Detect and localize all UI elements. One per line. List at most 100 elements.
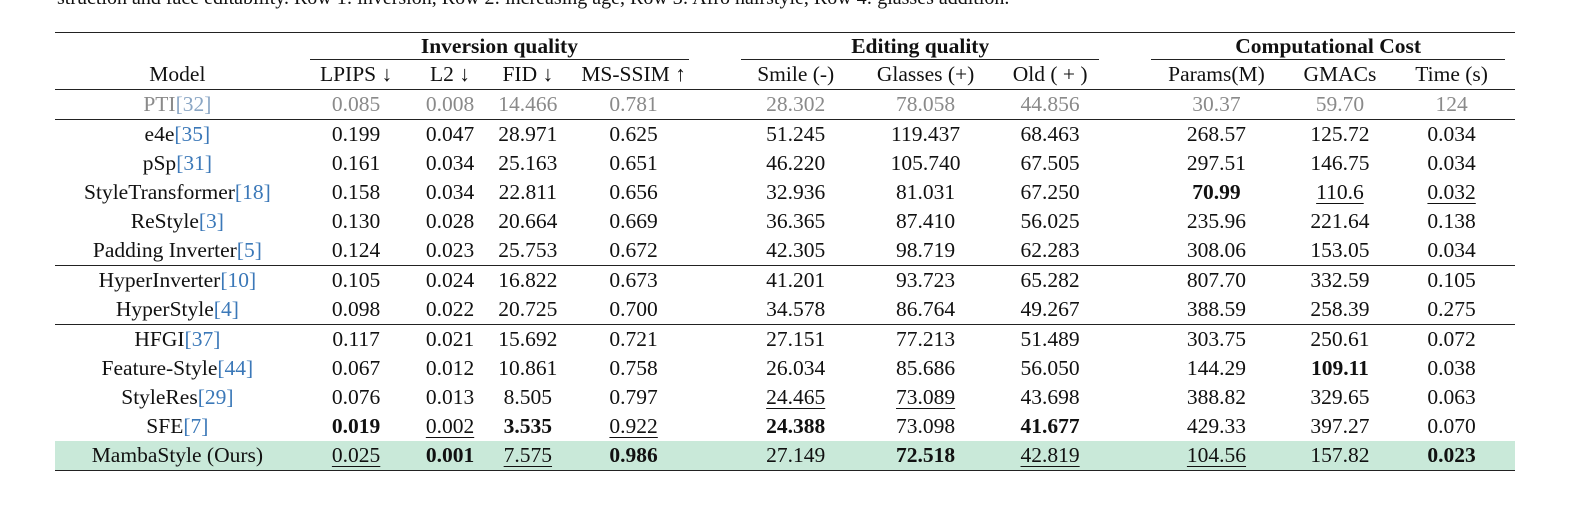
metric-value: 32.936	[766, 180, 826, 204]
metric-value: 14.466	[498, 92, 558, 116]
metric-value: 0.024	[425, 268, 475, 292]
model-name: StyleRes	[121, 385, 198, 409]
col-smile: Smile (-)	[731, 60, 861, 90]
value-cell: 0.085	[299, 89, 413, 120]
value-cell: 807.70	[1141, 265, 1292, 295]
metric-value: 119.437	[891, 122, 961, 146]
value-cell: 25.163	[488, 149, 569, 178]
value-cell: 0.025	[299, 441, 413, 471]
metric-value: 0.700	[609, 297, 658, 321]
value-cell: 0.038	[1388, 354, 1515, 383]
col-time: Time (s)	[1388, 60, 1515, 90]
metric-value: 0.002	[425, 414, 475, 438]
metric-value: 0.656	[609, 180, 658, 204]
metric-value: 388.59	[1186, 297, 1247, 321]
metric-value: 16.822	[498, 268, 558, 292]
citation-link[interactable]: [32]	[175, 92, 212, 116]
value-cell: 68.463	[991, 119, 1110, 149]
citation-link[interactable]: [35]	[174, 122, 211, 146]
value-cell: 0.781	[568, 89, 700, 120]
metric-value: 0.673	[609, 268, 658, 292]
table-row: HyperStyle[4] 0.098 0.022 20.725 0.700 34.578…	[55, 295, 1515, 325]
value-cell: 16.822	[487, 265, 569, 295]
value-cell: 388.82	[1141, 383, 1291, 412]
citation-link[interactable]: [44]	[217, 356, 254, 380]
model-name-cell: HFGI[37]	[55, 324, 300, 354]
citation-link[interactable]: [7]	[183, 414, 209, 438]
metric-value: 36.365	[766, 209, 826, 233]
value-cell: 0.002	[412, 412, 487, 441]
metric-value: 67.505	[1020, 151, 1080, 175]
metric-value: 388.82	[1186, 385, 1247, 409]
metric-value: 0.076	[331, 385, 381, 409]
model-name: HyperInverter	[98, 268, 221, 292]
model-name-cell: HyperInverter[10]	[55, 265, 300, 295]
metric-value: 44.856	[1020, 92, 1080, 116]
value-cell: 93.723	[860, 265, 992, 295]
citation-link[interactable]: [10]	[220, 268, 257, 292]
value-cell: 0.721	[568, 324, 700, 354]
metric-value: 10.861	[498, 356, 558, 380]
citation-link[interactable]: [18]	[234, 180, 271, 204]
table-row: StyleRes[29] 0.076 0.013 8.505 0.797 24.465 73…	[55, 383, 1515, 412]
metric-value: 0.032	[1427, 180, 1476, 204]
value-cell: 0.034	[412, 149, 487, 178]
group-editing-quality: Editing quality	[741, 34, 1100, 60]
value-cell: 77.213	[860, 324, 992, 354]
group-computational-cost: Computational Cost	[1151, 34, 1505, 60]
value-cell: 67.505	[991, 149, 1109, 178]
citation-link[interactable]: [3]	[198, 209, 224, 233]
metric-value: 42.305	[766, 238, 826, 262]
value-cell: 297.51	[1141, 149, 1291, 178]
metric-value: 0.034	[1427, 122, 1476, 146]
table-row: e4e[35] 0.199 0.047 28.971 0.625 51.245 119.43…	[55, 119, 1515, 149]
value-cell: 51.245	[731, 119, 861, 149]
value-cell: 0.758	[568, 354, 699, 383]
value-cell: 124	[1388, 89, 1515, 120]
metric-value: 3.535	[503, 414, 553, 438]
value-cell: 110.6	[1292, 178, 1389, 207]
metric-value: 27.151	[766, 327, 826, 351]
value-cell: 28.302	[731, 89, 861, 120]
metric-value: 0.158	[331, 180, 381, 204]
value-cell: 0.047	[412, 119, 488, 149]
metric-value: 124	[1435, 92, 1468, 116]
metric-value: 250.61	[1310, 327, 1370, 351]
citation-link[interactable]: [31]	[176, 151, 213, 175]
value-cell: 0.012	[412, 354, 487, 383]
model-name: MambaStyle (Ours)	[91, 443, 264, 467]
metric-value: 34.578	[766, 297, 826, 321]
metric-value: 0.781	[609, 92, 658, 116]
value-cell: 14.466	[487, 89, 569, 120]
metric-value: 0.067	[331, 356, 381, 380]
table-row: StyleTransformer[18] 0.158 0.034 22.811 0.65…	[55, 178, 1515, 207]
metric-value: 0.672	[609, 238, 658, 262]
value-cell: 3.535	[488, 412, 569, 441]
citation-link[interactable]: [4]	[213, 297, 239, 321]
value-cell: 0.656	[568, 178, 699, 207]
value-cell: 0.199	[299, 119, 413, 149]
value-cell: 0.117	[299, 324, 413, 354]
value-cell: 0.669	[568, 207, 699, 236]
value-cell: 303.75	[1141, 324, 1292, 354]
model-name: ReStyle	[130, 209, 199, 233]
citation-link[interactable]: [29]	[197, 385, 234, 409]
model-name: PTI	[143, 92, 176, 116]
metric-value: 25.753	[498, 238, 558, 262]
metric-value: 70.99	[1192, 180, 1241, 204]
value-cell: 87.410	[860, 207, 991, 236]
value-cell: 0.158	[300, 178, 413, 207]
value-cell: 62.283	[991, 236, 1109, 266]
model-name: Feature-Style	[101, 356, 218, 380]
value-cell: 27.151	[731, 324, 861, 354]
metric-value: 0.001	[425, 443, 475, 467]
metric-value: 0.098	[331, 297, 381, 321]
citation-link[interactable]: [37]	[184, 327, 221, 351]
value-cell: 56.025	[991, 207, 1109, 236]
table-row: HFGI[37] 0.117 0.021 15.692 0.721 27.151 77.21…	[55, 324, 1515, 354]
citation-link[interactable]: [5]	[236, 238, 262, 262]
metric-value: 807.70	[1186, 268, 1247, 292]
metric-value: 0.013	[425, 385, 475, 409]
metric-value: 26.034	[766, 356, 826, 380]
value-cell: 7.575	[487, 441, 569, 471]
